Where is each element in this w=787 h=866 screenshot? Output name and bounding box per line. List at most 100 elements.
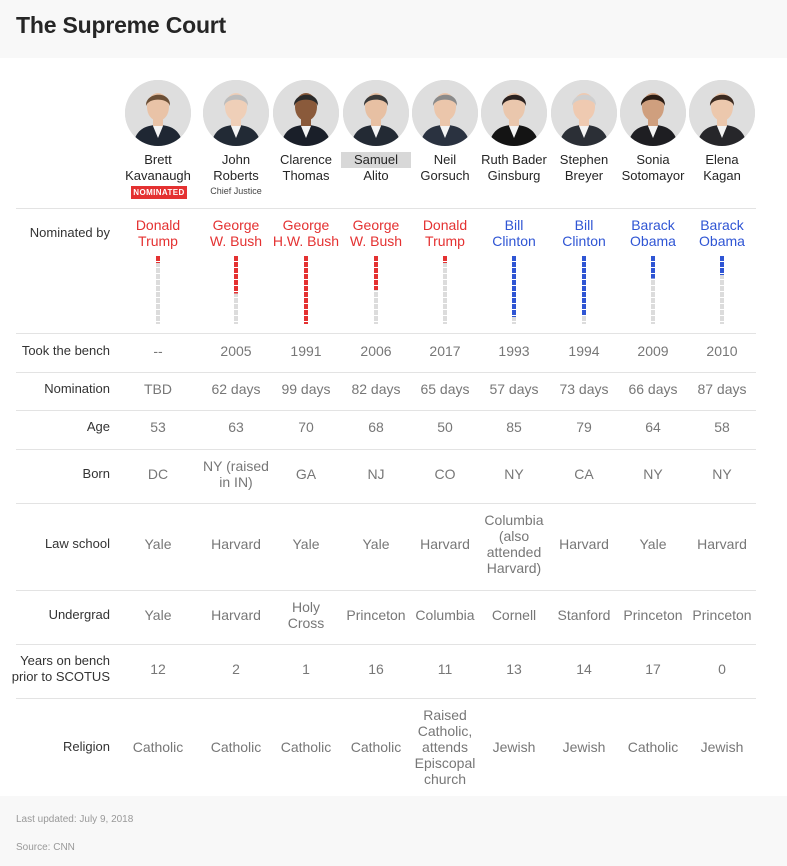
cell-age: 58 bbox=[687, 419, 757, 435]
cell-line: Jewish bbox=[700, 739, 744, 755]
cell-line: Yale bbox=[144, 607, 172, 623]
cell-years-prior: 17 bbox=[618, 661, 688, 677]
cell-nomination: 62 days bbox=[201, 381, 271, 397]
cell-undergrad: Princeton bbox=[687, 607, 757, 623]
cell-line: 64 bbox=[645, 419, 661, 435]
row-divider bbox=[16, 698, 756, 699]
cell-line: 0 bbox=[718, 661, 726, 677]
cell-line: 12 bbox=[150, 661, 166, 677]
cell-law-school: Yale bbox=[123, 536, 193, 552]
cell-line: Catholic bbox=[210, 739, 262, 755]
cell-line: Catholic bbox=[350, 739, 402, 755]
label-took-bench: Took the bench bbox=[0, 343, 110, 359]
cell-born: CA bbox=[549, 466, 619, 482]
nominator-line: Bill bbox=[574, 217, 594, 233]
first-name: Neil bbox=[433, 152, 457, 167]
cell-nomination: 73 days bbox=[549, 381, 619, 397]
nominator-line: Donald bbox=[422, 217, 468, 233]
cell-line: -- bbox=[153, 343, 163, 359]
label-line: Nomination bbox=[44, 381, 110, 396]
justice-name-thomas: Clarence Thomas bbox=[271, 152, 341, 184]
cell-religion: Raised Catholic, attends Episcopal church bbox=[410, 707, 480, 787]
last-name: Gorsuch bbox=[420, 168, 470, 183]
row-divider bbox=[16, 333, 756, 334]
cell-line: 79 bbox=[576, 419, 592, 435]
highlighted-first-name: Samuel bbox=[341, 152, 411, 168]
cell-line: 63 bbox=[228, 419, 244, 435]
cell-line: Harvard bbox=[697, 536, 747, 552]
cell-line: Harvard) bbox=[486, 560, 542, 576]
cell-line: 57 days bbox=[489, 381, 539, 397]
cell-line: 13 bbox=[506, 661, 522, 677]
cell-years-prior: 16 bbox=[341, 661, 411, 677]
cell-years-prior: 0 bbox=[687, 661, 757, 677]
cell-line: 2010 bbox=[706, 343, 738, 359]
cell-took-bench: 2005 bbox=[201, 343, 271, 359]
cell-religion: Jewish bbox=[687, 739, 757, 755]
first-name: Sonia bbox=[636, 152, 670, 167]
cell-undergrad: Harvard bbox=[201, 607, 271, 623]
portrait-icon bbox=[481, 80, 547, 146]
avatar-gorsuch bbox=[412, 80, 478, 146]
cell-age: 53 bbox=[123, 419, 193, 435]
nominated-by-kavanaugh: Donald Trump bbox=[123, 217, 193, 249]
cell-nomination: 57 days bbox=[479, 381, 549, 397]
cell-nomination: 66 days bbox=[618, 381, 688, 397]
cell-line: Harvard bbox=[211, 607, 261, 623]
nominated-by-alito: George W. Bush bbox=[341, 217, 411, 249]
cell-age: 50 bbox=[410, 419, 480, 435]
cell-years-prior: 12 bbox=[123, 661, 193, 677]
row-divider bbox=[16, 503, 756, 504]
cell-took-bench: 2006 bbox=[341, 343, 411, 359]
cell-age: 85 bbox=[479, 419, 549, 435]
cell-undergrad: Princeton bbox=[341, 607, 411, 623]
label-line: Law school bbox=[44, 536, 110, 551]
cell-born: GA bbox=[271, 466, 341, 482]
cell-line: Princeton bbox=[346, 607, 406, 623]
last-name: Roberts bbox=[213, 168, 259, 183]
cell-line: NY (raised bbox=[203, 458, 269, 474]
cell-line: Holy bbox=[291, 599, 320, 615]
label-line: Age bbox=[86, 419, 110, 434]
nominated-badge: NOMINATED bbox=[131, 186, 187, 199]
nominated-by-thomas: George H.W. Bush bbox=[271, 217, 341, 249]
cell-line: Princeton bbox=[623, 607, 683, 623]
cell-undergrad: Princeton bbox=[618, 607, 688, 623]
cell-line: 14 bbox=[576, 661, 592, 677]
cell-line: Columbia bbox=[415, 607, 475, 623]
cell-line: 2017 bbox=[429, 343, 461, 359]
cell-born: DC bbox=[123, 466, 193, 482]
avatar-roberts bbox=[203, 80, 269, 146]
cell-took-bench: 1993 bbox=[479, 343, 549, 359]
first-name: Ruth Bader bbox=[481, 152, 547, 167]
row-divider bbox=[16, 208, 756, 209]
nominator-line: Clinton bbox=[562, 233, 606, 249]
cell-line: Catholic bbox=[280, 739, 332, 755]
cell-religion: Catholic bbox=[201, 739, 271, 755]
last-name: Breyer bbox=[564, 168, 604, 183]
cell-line: Yale bbox=[292, 536, 320, 552]
cell-line: Yale bbox=[639, 536, 667, 552]
cell-law-school: Harvard bbox=[549, 536, 619, 552]
cell-nomination: 65 days bbox=[410, 381, 480, 397]
portrait-icon bbox=[343, 80, 409, 146]
cell-age: 63 bbox=[201, 419, 271, 435]
avatar-alito bbox=[343, 80, 409, 146]
cell-line: 2006 bbox=[360, 343, 392, 359]
cell-undergrad: Yale bbox=[123, 607, 193, 623]
cell-years-prior: 1 bbox=[271, 661, 341, 677]
cell-line: Princeton bbox=[692, 607, 752, 623]
justice-name-breyer: Stephen Breyer bbox=[549, 152, 619, 184]
cell-line: Cross bbox=[287, 615, 325, 631]
justice-name-gorsuch: Neil Gorsuch bbox=[410, 152, 480, 184]
tenure-bar-kavanaugh bbox=[156, 256, 160, 324]
nominator-line: W. Bush bbox=[209, 233, 263, 249]
label-law-school: Law school bbox=[0, 536, 110, 552]
cell-line: 65 days bbox=[420, 381, 470, 397]
chief-justice-label: Chief Justice bbox=[210, 186, 262, 196]
label-age: Age bbox=[0, 419, 110, 435]
nominated-by-sotomayor: Barack Obama bbox=[618, 217, 688, 249]
cell-line: Harvard bbox=[559, 536, 609, 552]
label-line: prior to SCOTUS bbox=[11, 669, 110, 684]
cell-religion: Catholic bbox=[341, 739, 411, 755]
